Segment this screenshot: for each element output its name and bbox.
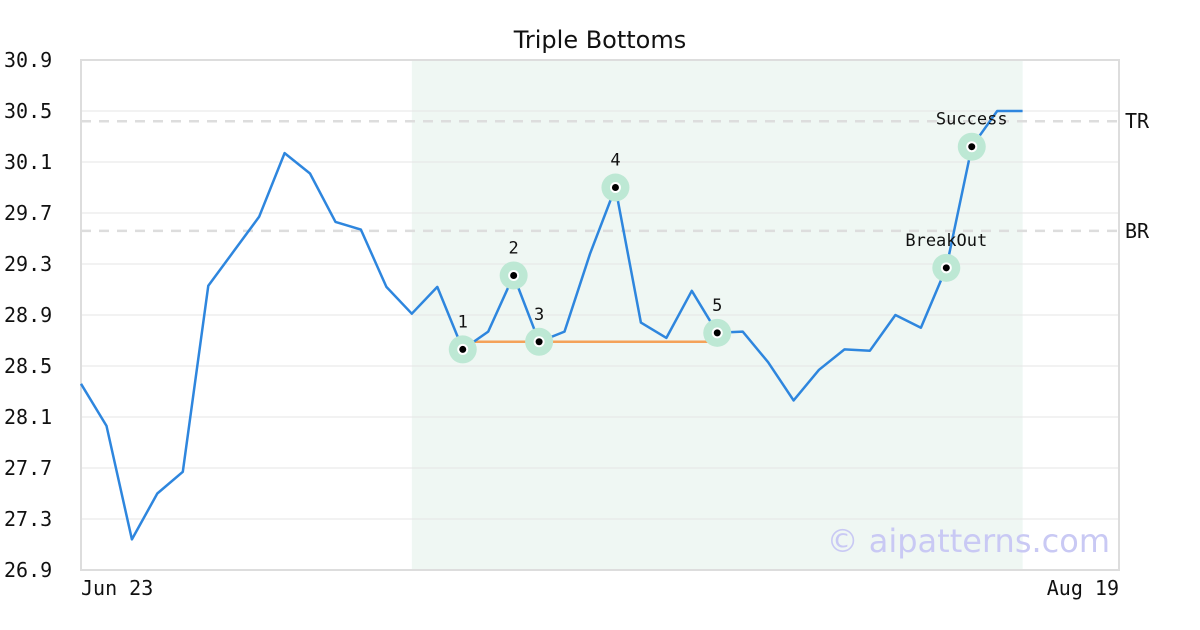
chart-title: Triple Bottoms <box>513 26 687 54</box>
plot-frame <box>80 59 1120 571</box>
y-tick-label: 28.5 <box>4 354 52 378</box>
pattern-point-2: 2 <box>499 238 528 290</box>
point-label: 5 <box>712 296 722 316</box>
pattern-point-success: Success <box>936 110 1008 161</box>
guide-label-br: BR <box>1125 219 1150 243</box>
watermark: © aipatterns.com <box>827 522 1110 560</box>
y-tick-label: 29.3 <box>4 252 52 276</box>
y-tick-label: 28.1 <box>4 405 52 429</box>
y-tick-label: 28.9 <box>4 303 52 327</box>
point-dot <box>535 338 543 346</box>
x-tick-label: Jun 23 <box>81 576 153 600</box>
point-dot <box>968 143 976 151</box>
point-dot <box>510 271 518 279</box>
point-dot <box>942 264 950 272</box>
pattern-point-3: 3 <box>525 305 554 356</box>
y-tick-label: 30.1 <box>4 150 52 174</box>
x-tick-label: Aug 19 <box>1047 576 1119 600</box>
y-tick-label: 30.9 <box>4 48 52 72</box>
y-tick-label: 26.9 <box>4 558 52 582</box>
y-tick-label: 27.3 <box>4 507 52 531</box>
point-label: 2 <box>509 238 519 258</box>
pattern-point-4: 4 <box>601 151 630 202</box>
pattern-point-1: 1 <box>448 312 477 364</box>
point-label: 1 <box>458 312 468 332</box>
point-label: BreakOut <box>905 231 987 251</box>
point-label: 4 <box>610 151 620 171</box>
guide-label-tr: TR <box>1125 109 1150 133</box>
y-tick-label: 27.7 <box>4 456 52 480</box>
point-dot <box>713 329 721 337</box>
pattern-point-5: 5 <box>703 296 732 347</box>
point-dot <box>611 184 619 191</box>
y-tick-label: 29.7 <box>4 201 52 225</box>
point-label: Success <box>936 110 1008 130</box>
y-tick-label: 30.5 <box>4 99 52 123</box>
point-dot <box>459 345 467 353</box>
pattern-point-breakout: BreakOut <box>905 231 987 282</box>
point-label: 3 <box>534 305 544 325</box>
